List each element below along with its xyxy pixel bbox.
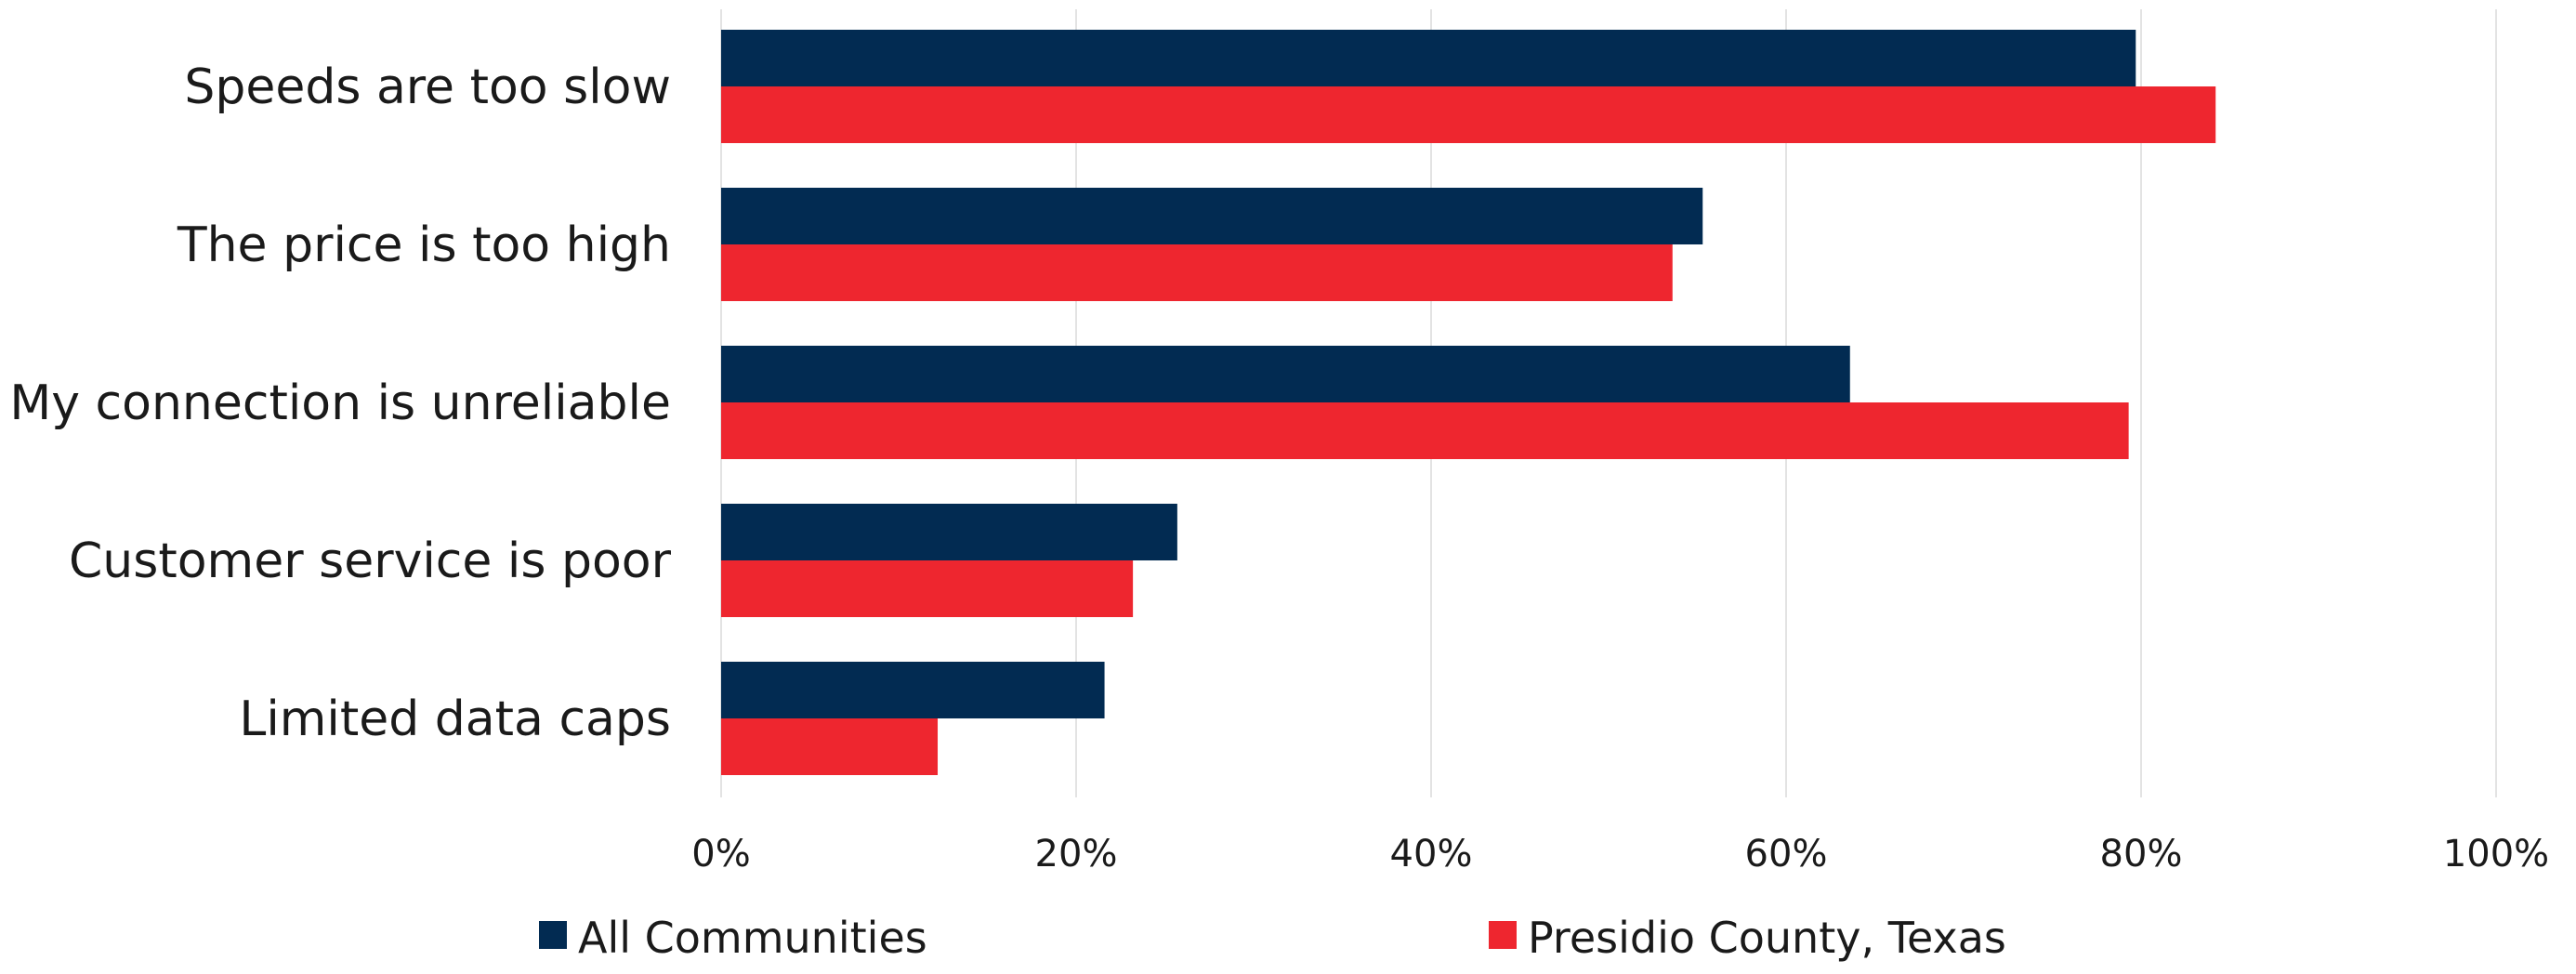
x-tick-label: 100% (2443, 833, 2549, 875)
category-labels: Speeds are too slow The price is too high… (9, 59, 671, 747)
bar-presidio-county (721, 402, 2129, 459)
legend-swatch (1489, 921, 1517, 949)
legend-label: All Communities (578, 913, 927, 963)
bar-all-communities (721, 662, 1105, 718)
category-label: My connection is unreliable (9, 375, 671, 431)
x-tick-label: 20% (1035, 833, 1118, 875)
bar-presidio-county (721, 560, 1134, 617)
bar-presidio-county (721, 718, 939, 775)
legend: All Communities Presidio County, Texas (539, 913, 2006, 963)
legend-swatch (539, 921, 567, 949)
bar-presidio-county (721, 86, 2216, 143)
category-label: The price is too high (177, 217, 671, 273)
bar-all-communities (721, 188, 1703, 244)
x-tick-label: 40% (1390, 833, 1473, 875)
category-label: Limited data caps (239, 691, 671, 747)
x-tick-label: 80% (2100, 833, 2183, 875)
bar-all-communities (721, 30, 2136, 86)
bar-all-communities (721, 504, 1177, 560)
x-tick-label: 60% (1745, 833, 1828, 875)
category-label: Speeds are too slow (184, 59, 671, 115)
bar-presidio-county (721, 244, 1673, 301)
bar-all-communities (721, 346, 1850, 402)
x-axis-tick-labels: 0% 20% 40% 60% 80% 100% (691, 833, 2549, 875)
bars (721, 30, 2216, 775)
category-label: Customer service is poor (69, 533, 672, 589)
x-tick-label: 0% (691, 833, 750, 875)
legend-label: Presidio County, Texas (1528, 913, 2006, 963)
